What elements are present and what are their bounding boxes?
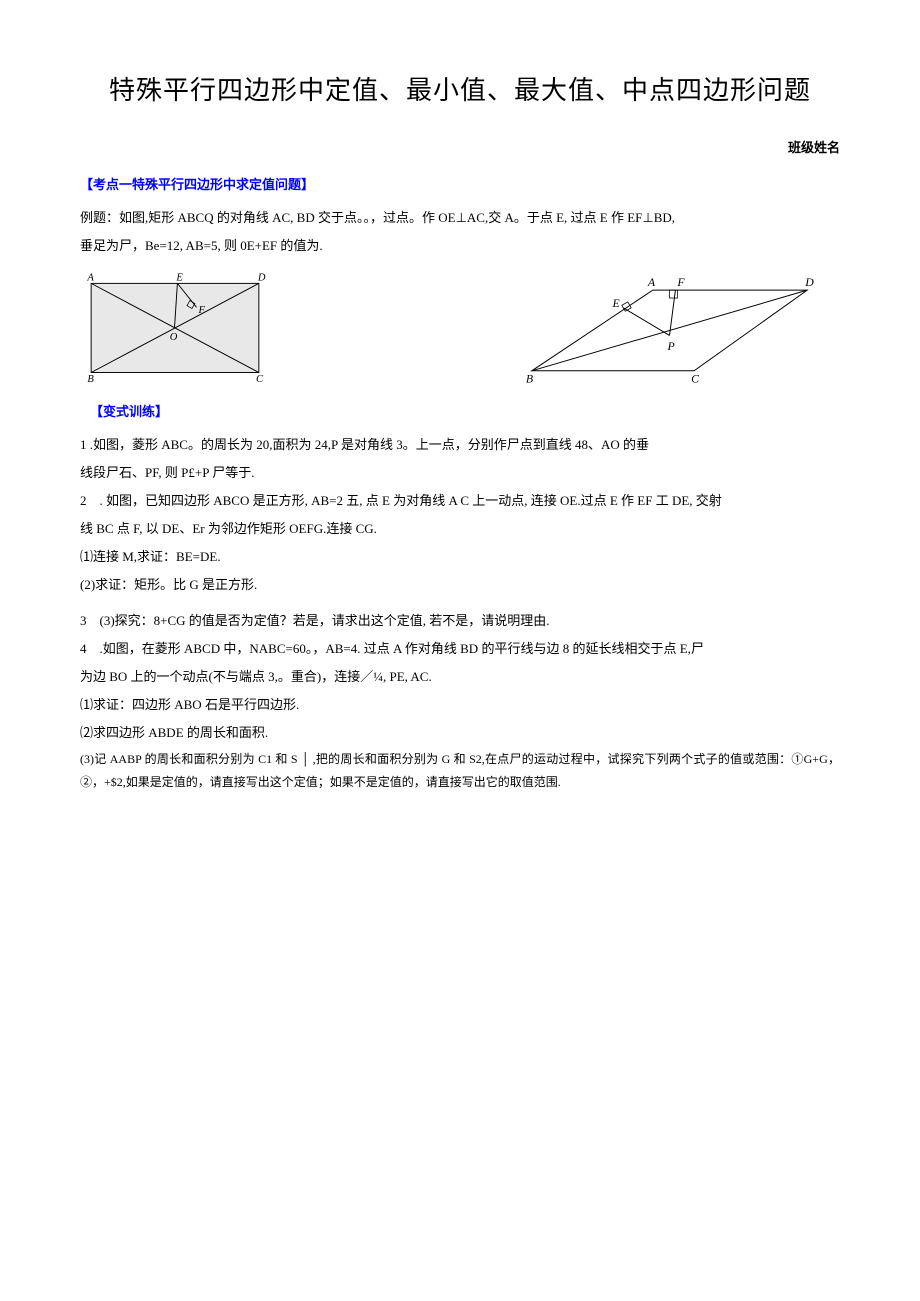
svg-text:F: F bbox=[676, 275, 685, 289]
rectangle-diagram: A E D F O B C bbox=[80, 269, 270, 384]
svg-text:B: B bbox=[526, 372, 533, 386]
question-2-line2: 线 BC 点 F, 以 DE、Er 为邻边作矩形 OEFG.连接 CG. bbox=[80, 516, 840, 542]
example-text-line2: 垂足为尸，Be=12, AB=5, 则 0E+EF 的值为. bbox=[80, 233, 840, 259]
example-text-line1: 例题：如图,矩形 ABCQ 的对角线 AC, BD 交于点。。，过点。作 OE⊥… bbox=[80, 205, 840, 231]
question-1-line2: 线段尸石、PF, 则 P£+P 尸等于. bbox=[80, 460, 840, 486]
page-title: 特殊平行四边形中定值、最小值、最大值、中点四边形问题 bbox=[80, 70, 840, 107]
question-4-line1: 4 .如图，在菱形 ABCD 中，NABC=60。，AB=4. 过点 A 作对角… bbox=[80, 636, 840, 662]
svg-text:C: C bbox=[256, 374, 264, 384]
question-2-line1: 2 . 如图，已知四边形 ABCO 是正方形, AB=2 五, 点 E 为对角线… bbox=[80, 488, 840, 514]
variant-training-header: 【变式训练】 bbox=[90, 401, 840, 420]
question-2-sub1: ⑴连接 M,求证：BE=DE. bbox=[80, 544, 840, 570]
question-1-line1: 1 .如图，菱形 ABC。的周长为 20,面积为 24,P 是对角线 3。上一点… bbox=[80, 432, 840, 458]
section-1-header: 【考点一特殊平行四边形中求定值问题】 bbox=[80, 174, 840, 193]
svg-text:A: A bbox=[647, 275, 656, 289]
question-2-sub2: (2)求证：矩形。比 G 是正方形. bbox=[80, 572, 840, 598]
question-4-sub1: ⑴求证：四边形 ABO 石是平行四边形. bbox=[80, 692, 840, 718]
svg-text:D: D bbox=[257, 273, 266, 284]
diagrams-container: A E D F O B C A F D E P B C bbox=[80, 269, 840, 389]
class-name-field: 班级姓名 bbox=[80, 137, 840, 156]
rhombus-diagram: A F D E P B C bbox=[520, 269, 820, 389]
question-4-sub3: (3)记 AABP 的周长和面积分别为 C1 和 S │ ,把的周长和面积分别为… bbox=[80, 748, 840, 794]
question-3: 3 (3)探究：8+CG 的值是否为定值？若是，请求出这个定值, 若不是，请说明… bbox=[80, 608, 840, 634]
svg-text:P: P bbox=[667, 339, 675, 353]
svg-text:B: B bbox=[87, 374, 94, 384]
svg-text:A: A bbox=[86, 273, 94, 284]
svg-text:E: E bbox=[611, 296, 620, 310]
svg-text:C: C bbox=[691, 372, 699, 386]
svg-text:D: D bbox=[804, 275, 814, 289]
question-4-line2: 为边 BO 上的一个动点(不与端点 3,。重合)，连接／¼, PE, AC. bbox=[80, 664, 840, 690]
svg-text:E: E bbox=[175, 273, 183, 284]
question-4-sub2: ⑵求四边形 ABDE 的周长和面积. bbox=[80, 720, 840, 746]
svg-text:F: F bbox=[197, 305, 205, 316]
svg-text:O: O bbox=[170, 332, 178, 343]
